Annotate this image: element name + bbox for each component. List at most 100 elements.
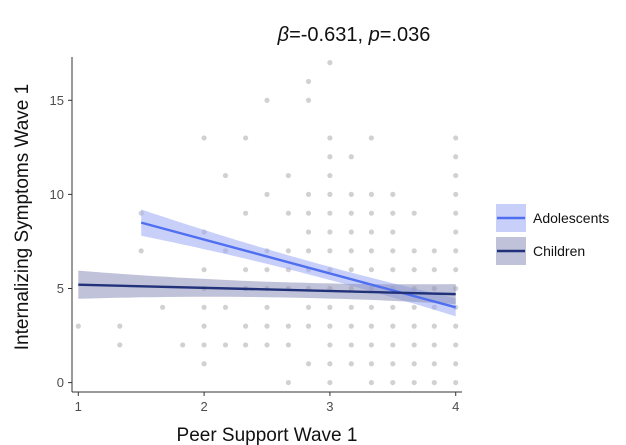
x-tick-label: 3: [326, 399, 333, 414]
data-point: [390, 191, 396, 197]
data-point: [390, 210, 396, 216]
plot-area: [75, 60, 459, 386]
data-point: [453, 342, 459, 348]
data-point: [327, 172, 333, 179]
data-point: [411, 342, 417, 348]
data-point: [390, 304, 396, 310]
data-point: [327, 135, 333, 141]
data-point: [453, 135, 459, 141]
data-point: [243, 323, 249, 329]
data-point: [411, 361, 417, 367]
y-axis-ticks: 0 5 10 15: [50, 93, 72, 390]
data-point: [368, 361, 375, 367]
data-point: [327, 191, 333, 197]
data-point: [201, 135, 207, 141]
data-point: [368, 248, 375, 254]
data-point: [75, 323, 81, 329]
data-point: [453, 172, 459, 179]
data-point: [368, 267, 375, 273]
data-point: [390, 248, 396, 254]
data-point: [411, 210, 417, 216]
data-point: [390, 267, 396, 273]
data-point: [453, 154, 459, 160]
data-point: [264, 267, 270, 273]
data-point: [201, 361, 207, 367]
legend-label-adolescents: Adolescents: [533, 210, 609, 226]
data-point: [285, 248, 291, 254]
data-point: [243, 135, 249, 141]
data-point: [453, 229, 459, 235]
regression-line-children: [78, 283, 456, 296]
data-point: [117, 323, 123, 329]
data-point: [222, 342, 229, 348]
data-point: [390, 361, 396, 367]
data-point: [264, 342, 270, 348]
x-tick-label: 2: [200, 399, 207, 414]
data-point: [348, 229, 354, 235]
data-point: [348, 304, 354, 310]
title-beta-symbol: β: [277, 24, 289, 46]
data-point: [327, 323, 333, 329]
data-point: [264, 191, 270, 197]
data-point: [368, 304, 375, 310]
data-point: [222, 172, 229, 179]
data-point: [305, 97, 312, 103]
chart-title: β=-0.631, p=.036: [277, 24, 431, 46]
data-point: [348, 248, 354, 254]
legend-label-children: Children: [533, 243, 585, 259]
data-point: [138, 248, 144, 254]
x-axis-ticks: 1 2 3 4: [75, 392, 459, 414]
data-point: [327, 304, 333, 310]
data-point: [327, 342, 333, 348]
data-point: [348, 191, 354, 197]
data-point: [305, 229, 312, 235]
y-tick-label: 5: [57, 281, 64, 296]
data-point: [264, 97, 270, 103]
data-point: [390, 379, 396, 386]
y-tick-label: 10: [50, 187, 64, 202]
data-point: [348, 154, 354, 160]
legend: Adolescents Children: [496, 204, 609, 265]
data-point: [348, 323, 354, 329]
data-point: [411, 248, 417, 254]
data-point: [453, 248, 459, 254]
confidence-band-children: [78, 270, 456, 305]
data-point: [368, 210, 375, 216]
data-point: [222, 304, 229, 310]
data-point: [180, 342, 186, 348]
data-point: [243, 342, 249, 348]
data-point: [327, 248, 333, 254]
data-point: [453, 210, 459, 216]
data-point: [431, 361, 437, 367]
data-point: [348, 361, 354, 367]
data-point: [305, 304, 312, 310]
data-point: [305, 78, 312, 85]
data-point: [243, 210, 249, 216]
data-point: [305, 210, 312, 216]
data-point: [305, 323, 312, 329]
data-point: [305, 361, 312, 367]
data-point: [431, 379, 437, 386]
data-point: [453, 191, 459, 197]
data-point: [453, 379, 459, 386]
data-point: [411, 267, 417, 273]
data-point: [348, 267, 354, 273]
x-tick-label: 1: [75, 399, 82, 414]
data-point: [348, 342, 354, 348]
data-point: [327, 154, 333, 160]
data-point: [285, 323, 291, 329]
data-point: [264, 323, 270, 329]
data-point: [431, 342, 437, 348]
data-point: [285, 172, 291, 179]
title-p-symbol: p: [368, 24, 380, 46]
data-point: [117, 342, 123, 348]
data-point: [453, 361, 459, 367]
data-point: [390, 342, 396, 348]
y-axis-label: Internalizing Symptoms Wave 1: [12, 84, 33, 350]
data-point: [411, 304, 417, 310]
data-point: [327, 210, 333, 216]
data-point: [327, 229, 333, 235]
data-point: [411, 323, 417, 329]
data-point: [453, 267, 459, 273]
